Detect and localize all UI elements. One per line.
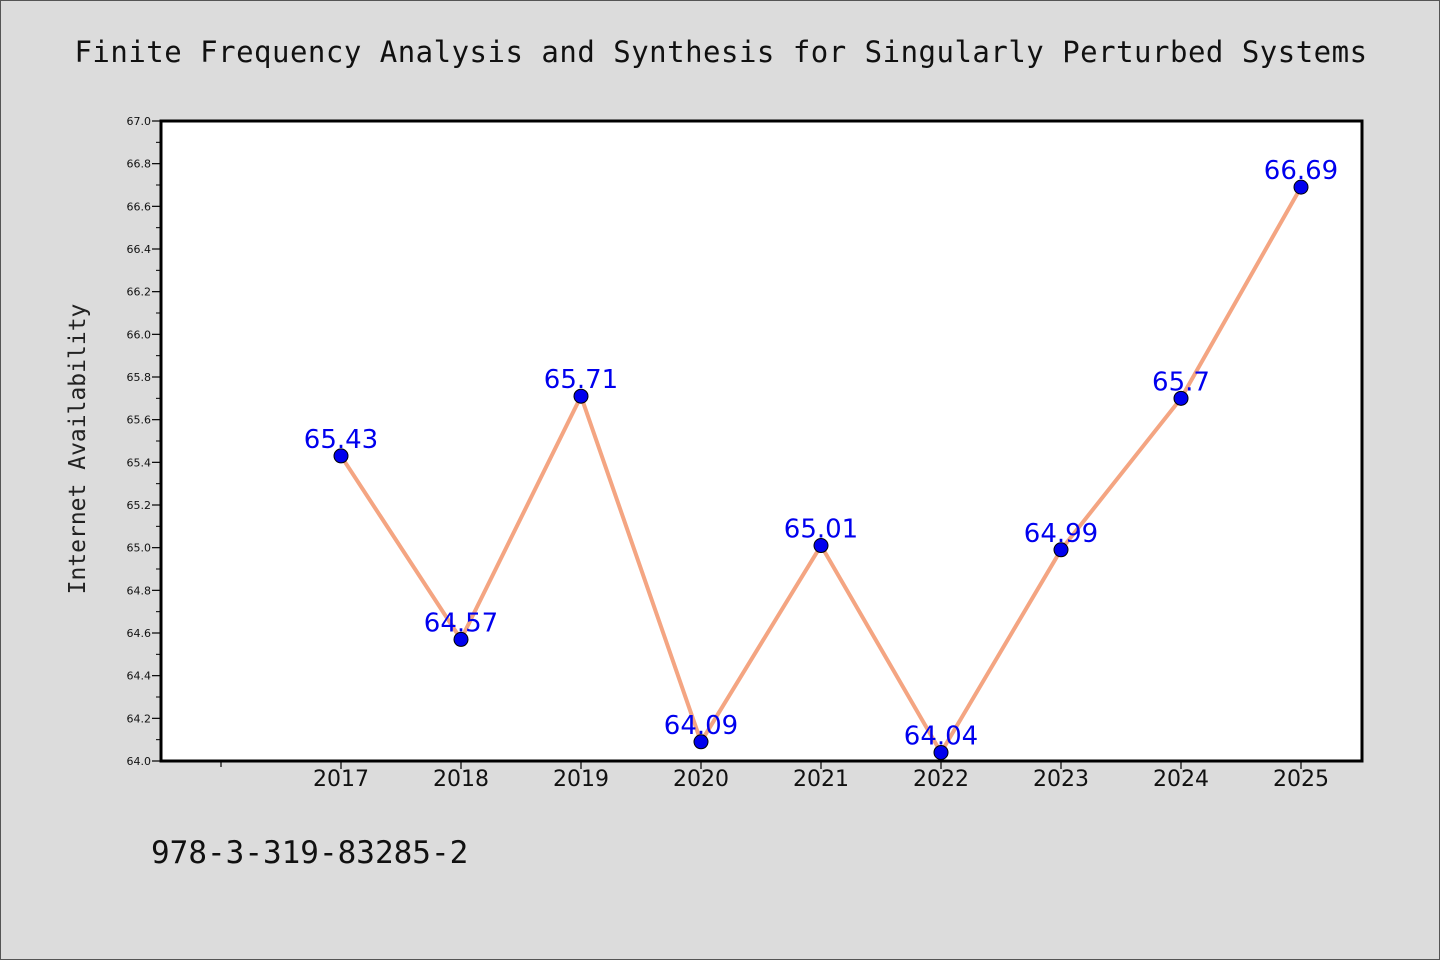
y-tick-label: 66.8 [127,158,152,171]
y-tick-label: 65.6 [127,414,152,427]
data-label: 64.99 [1024,519,1098,549]
y-axis: 64.0 64.2 64.4 64.6 64.8 65.0 65.2 65.4 65.6 65.8… [127,115,161,768]
x-tick-label: 2020 [673,767,729,792]
data-label: 64.04 [904,721,978,751]
y-tick-label: 64.0 [127,755,152,768]
x-tick-label: 2017 [313,767,369,792]
x-axis: 2017 2018 2019 2020 2021 2022 2023 2024 2025 [220,761,1329,792]
y-tick-label: 66.0 [127,328,152,341]
x-tick-label: 2018 [433,767,489,792]
x-tick-label: 2024 [1153,767,1209,792]
data-label: 65.7 [1152,367,1210,397]
y-tick-label: 67.0 [127,115,152,128]
y-tick-label: 64.2 [127,712,152,725]
series-group: 65.43 64.57 65.71 64.09 65.01 64.04 64.99 65.7 6… [304,156,1338,760]
data-label: 64.09 [664,711,738,741]
data-label: 65.43 [304,425,378,455]
y-tick-label: 66.4 [127,243,152,256]
data-label: 65.71 [544,365,618,395]
data-point [933,744,949,760]
data-label: 64.57 [424,608,498,638]
plot-area [161,121,1362,761]
x-tick-label: 2022 [913,767,969,792]
x-tick-label: 2021 [793,767,849,792]
data-point [693,734,709,750]
y-tick-label: 64.8 [127,584,152,597]
y-tick-label: 65.2 [127,499,152,512]
data-point [1293,179,1309,195]
data-point [813,538,829,554]
isbn-text: 978-3-319-83285-2 [151,835,469,871]
data-point [333,448,349,464]
y-tick-label: 65.4 [127,456,152,469]
y-tick-label: 65.0 [127,542,152,555]
chart-title: Finite Frequency Analysis and Synthesis … [74,35,1368,69]
x-tick-label: 2019 [553,767,609,792]
y-tick-label: 66.6 [127,200,152,213]
y-tick-label: 64.4 [127,670,152,683]
data-label: 65.01 [784,515,858,545]
y-tick-label: 66.2 [127,286,152,299]
x-tick-label: 2025 [1273,767,1329,792]
y-tick-label: 65.8 [127,371,152,384]
data-label: 66.69 [1264,156,1338,186]
x-tick-label: 2023 [1033,767,1089,792]
data-point [453,631,469,647]
data-point [1053,542,1069,558]
data-point [573,388,589,404]
plot-frame [159,119,1364,763]
y-tick-label: 64.6 [127,627,152,640]
data-point [1173,390,1189,406]
